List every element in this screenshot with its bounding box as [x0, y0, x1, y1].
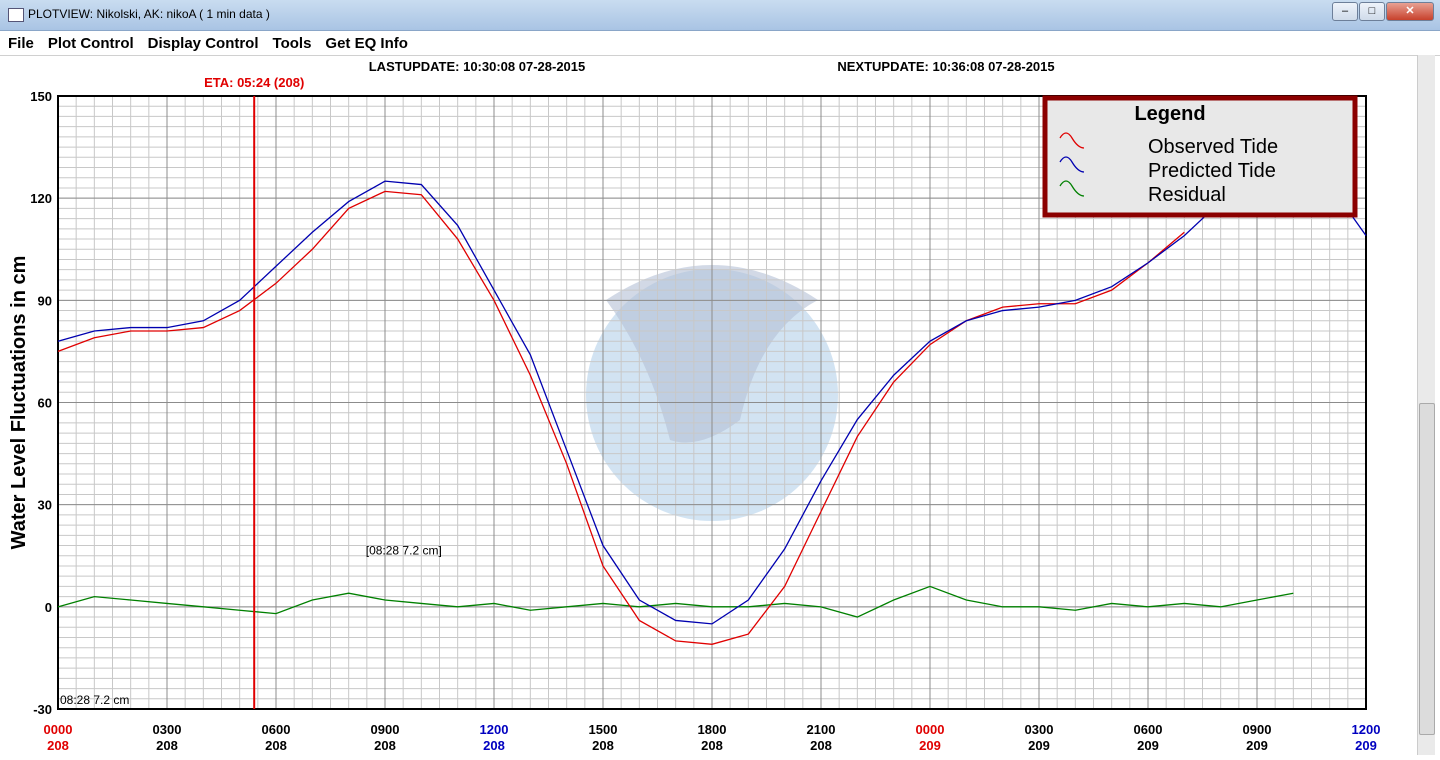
x-tick-label: 0900 — [371, 722, 400, 737]
x-tick-day: 209 — [919, 738, 941, 753]
x-tick-label: 0000 — [44, 722, 73, 737]
scrollbar[interactable] — [1417, 55, 1435, 755]
legend-swatch — [1059, 156, 1085, 173]
close-button[interactable]: ✕ — [1386, 2, 1434, 21]
eta-label: ETA: 05:24 (208) — [204, 75, 304, 90]
menu-item[interactable]: Plot Control — [47, 35, 134, 52]
legend-label: Residual — [1148, 184, 1226, 206]
scroll-thumb[interactable] — [1419, 403, 1435, 735]
menu-item[interactable]: Tools — [272, 35, 312, 52]
y-tick-label: 120 — [30, 191, 52, 206]
next-update: NEXTUPDATE: 10:36:08 07-28-2015 — [837, 59, 1054, 74]
legend-swatch — [1059, 180, 1085, 197]
x-tick-label: 2100 — [807, 722, 836, 737]
x-tick-day: 209 — [1137, 738, 1159, 753]
x-tick-label: 1800 — [698, 722, 727, 737]
x-tick-label: 1500 — [589, 722, 618, 737]
y-tick-label: 150 — [30, 89, 52, 104]
x-tick-label: 1200 — [1352, 722, 1381, 737]
menu-item[interactable]: File — [8, 35, 34, 52]
last-update: LASTUPDATE: 10:30:08 07-28-2015 — [369, 59, 586, 74]
x-tick-day: 209 — [1028, 738, 1050, 753]
maximize-button[interactable]: □ — [1359, 2, 1385, 21]
x-tick-label: 0300 — [153, 722, 182, 737]
x-tick-day: 209 — [1355, 738, 1377, 753]
menu-item[interactable]: Display Control — [147, 35, 259, 52]
x-tick-label: 0600 — [262, 722, 291, 737]
legend-swatch — [1059, 132, 1085, 149]
x-tick-day: 209 — [1246, 738, 1268, 753]
series-line — [57, 585, 1294, 618]
y-axis-label: Water Level Fluctuations in cm — [8, 256, 30, 550]
legend-label: Observed Tide — [1148, 136, 1278, 158]
x-tick-label: 0300 — [1025, 722, 1054, 737]
x-tick-day: 208 — [701, 738, 723, 753]
x-tick-day: 208 — [592, 738, 614, 753]
y-tick-label: 30 — [38, 498, 52, 513]
y-tick-label: 0 — [45, 600, 52, 615]
window-title: PLOTVIEW: Nikolski, AK: nikoA ( 1 min da… — [28, 7, 270, 21]
menu-bar: File Plot Control Display Control Tools Get … — [0, 31, 1440, 56]
app-icon — [8, 8, 24, 22]
x-tick-day: 208 — [374, 738, 396, 753]
legend-title: Legend — [1134, 103, 1205, 125]
plot-frame — [57, 95, 1367, 710]
x-tick-day: 208 — [483, 738, 505, 753]
readout: 08:28 7.2 cm — [60, 693, 129, 707]
series-line — [57, 190, 1185, 645]
y-tick-label: -30 — [33, 702, 52, 717]
x-tick-day: 208 — [156, 738, 178, 753]
legend-label: Predicted Tide — [1148, 160, 1276, 182]
y-tick-label: 60 — [38, 396, 52, 411]
x-tick-label: 1200 — [480, 722, 509, 737]
title-bar: PLOTVIEW: Nikolski, AK: nikoA ( 1 min da… — [0, 0, 1440, 31]
x-tick-label: 0600 — [1134, 722, 1163, 737]
legend-box — [1042, 95, 1358, 218]
y-tick-label: 90 — [38, 293, 52, 308]
menu-item[interactable]: Get EQ Info — [325, 35, 408, 52]
x-tick-label: 0900 — [1243, 722, 1272, 737]
x-tick-day: 208 — [265, 738, 287, 753]
x-tick-day: 208 — [810, 738, 832, 753]
cursor-label: [08:28 7.2 cm] — [366, 543, 442, 557]
series-line — [57, 163, 1367, 625]
x-tick-day: 208 — [47, 738, 69, 753]
minimize-button[interactable]: – — [1332, 2, 1358, 21]
x-tick-label: 0000 — [916, 722, 945, 737]
